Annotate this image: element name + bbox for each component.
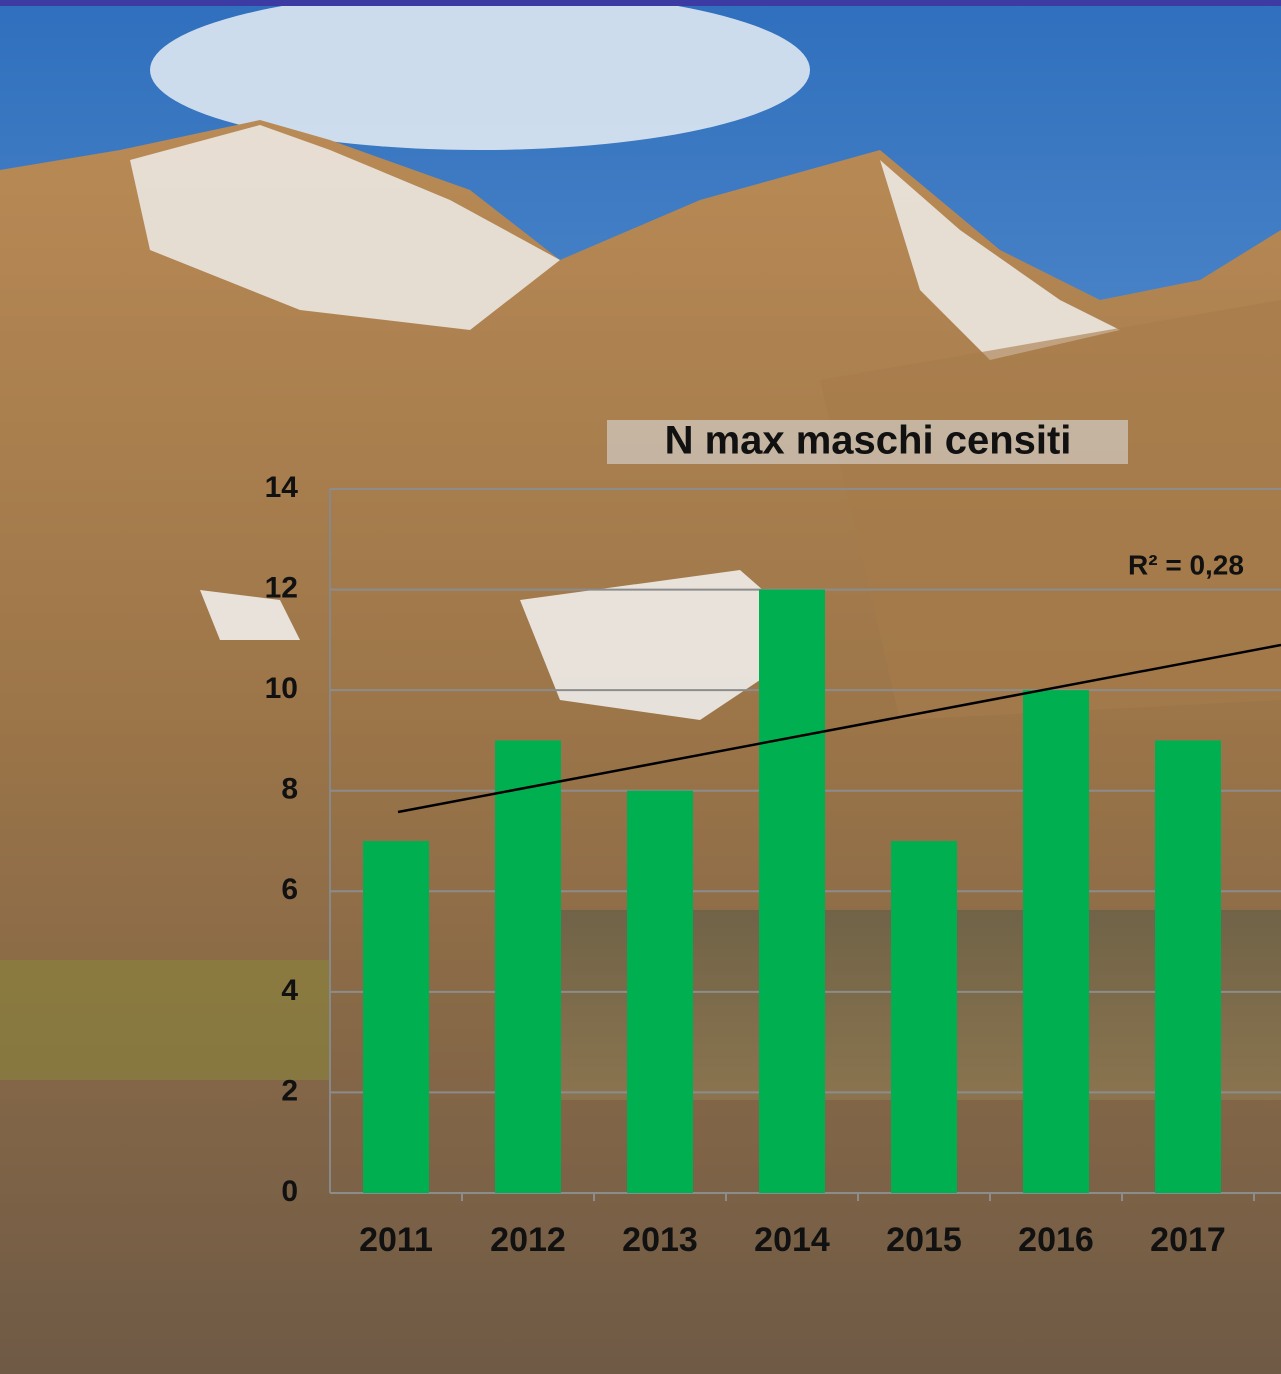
y-tick-label: 10 xyxy=(265,672,298,705)
y-tick-label: 0 xyxy=(281,1175,298,1208)
y-tick-label: 4 xyxy=(281,974,298,1007)
x-tick-label: 2013 xyxy=(622,1221,698,1259)
y-tick-label: 14 xyxy=(265,471,299,504)
x-tick-label: 2014 xyxy=(754,1221,830,1259)
chart: N max maschi censiti 0 2 4 6 8 10 12 14 2011 2012… xyxy=(0,0,1281,1374)
y-tick-label: 8 xyxy=(281,773,298,806)
bar xyxy=(1155,740,1221,1193)
y-tick-label: 2 xyxy=(281,1074,298,1107)
x-tick-label: 2016 xyxy=(1018,1221,1094,1259)
bar xyxy=(891,841,957,1193)
bar xyxy=(1023,690,1089,1193)
bar xyxy=(363,841,429,1193)
x-tick-label: 2015 xyxy=(886,1221,962,1259)
y-tick-label: 6 xyxy=(281,873,298,906)
bar xyxy=(627,791,693,1193)
y-tick-label: 12 xyxy=(265,571,298,604)
bar xyxy=(495,740,561,1193)
chart-title: N max maschi censiti xyxy=(665,419,1072,463)
bar xyxy=(759,590,825,1193)
x-tick-label: 2012 xyxy=(490,1221,566,1259)
x-tick-label: 2017 xyxy=(1150,1221,1226,1259)
annotation: R² = 0,28 xyxy=(1128,549,1244,580)
x-tick-label: 2011 xyxy=(359,1221,433,1259)
